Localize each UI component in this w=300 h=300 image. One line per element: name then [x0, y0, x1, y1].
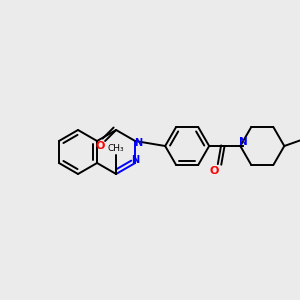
Text: N: N — [131, 155, 139, 165]
Text: N: N — [239, 137, 248, 147]
Text: O: O — [95, 141, 105, 151]
Text: N: N — [134, 138, 142, 148]
Text: CH₃: CH₃ — [108, 144, 124, 153]
Text: O: O — [210, 166, 219, 176]
